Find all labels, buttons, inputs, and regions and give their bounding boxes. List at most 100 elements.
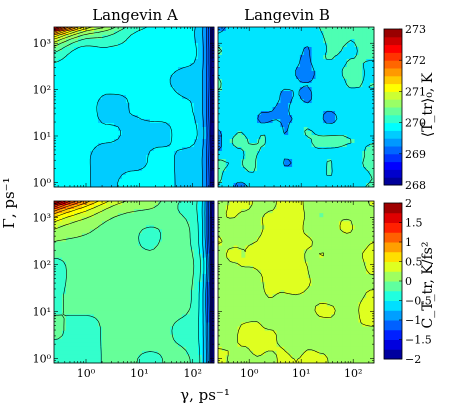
contour-cell	[82, 183, 87, 188]
contour-cell	[82, 257, 87, 263]
contour-cell	[253, 31, 258, 36]
contour-cell	[335, 43, 340, 48]
contour-cell	[202, 95, 207, 100]
contour-cell	[221, 147, 227, 152]
contour-cell	[218, 95, 223, 100]
contour-cell	[284, 55, 289, 60]
contour-cell	[82, 75, 87, 80]
contour-cell	[126, 286, 131, 291]
contour-cell	[210, 59, 215, 64]
contour-cell	[178, 338, 183, 344]
contour-cell	[229, 123, 234, 128]
contour-cell	[138, 103, 143, 108]
contour-cell	[154, 171, 159, 176]
contour-cell	[338, 55, 344, 60]
contour-cell	[206, 95, 211, 100]
contour-cell	[346, 159, 351, 164]
contour-cell	[78, 326, 83, 331]
contour-cell	[118, 229, 123, 234]
contour-cell	[190, 183, 195, 188]
contour-cell	[114, 354, 119, 360]
contour-cell	[210, 322, 215, 327]
contour-cell	[178, 183, 183, 188]
contour-cell	[110, 225, 115, 230]
contour-cell	[66, 205, 71, 210]
contour-cell	[190, 135, 195, 140]
contour-cell	[170, 221, 175, 226]
contour-cell	[264, 55, 270, 60]
contour-cell	[110, 290, 115, 295]
contour-cell	[118, 155, 123, 160]
contour-cell	[162, 229, 167, 234]
contour-cell	[194, 221, 199, 226]
contour-cell	[237, 99, 242, 104]
contour-cell	[150, 209, 155, 214]
contour-cell	[178, 71, 183, 76]
contour-cell	[146, 273, 151, 279]
contour-cell	[284, 167, 289, 172]
contour-cell	[54, 55, 59, 60]
contour-cell	[114, 63, 119, 68]
contour-cell	[70, 63, 75, 68]
contour-cell	[253, 79, 258, 84]
contour-cell	[257, 147, 262, 152]
contour-cell	[284, 171, 289, 176]
contour-cell	[311, 55, 316, 60]
contour-cell	[182, 265, 187, 271]
contour-cell	[78, 99, 83, 104]
contour-cell	[327, 47, 332, 52]
contour-cell	[342, 163, 348, 168]
contour-cell	[62, 298, 67, 303]
contour-cell	[90, 338, 95, 344]
contour-cell	[162, 338, 167, 344]
contour-cell	[264, 43, 270, 48]
contour-cell	[202, 253, 207, 259]
contour-cell	[130, 83, 135, 88]
contour-cell	[190, 179, 195, 184]
contour-cell	[134, 63, 139, 68]
contour-cell	[90, 205, 95, 210]
contour-cell	[299, 43, 305, 48]
contour-cell	[86, 213, 91, 218]
contour-cell	[296, 79, 301, 84]
contour-cell	[138, 286, 143, 291]
contour-cell	[146, 87, 151, 92]
contour-cell	[138, 318, 143, 323]
contour-cell	[70, 83, 75, 88]
contour-cell	[249, 103, 254, 108]
contour-cell	[194, 87, 199, 92]
contour-cell	[182, 179, 187, 184]
contour-cell	[237, 167, 242, 172]
contour-cell	[241, 67, 246, 72]
contour-cell	[118, 241, 123, 246]
contour-cell	[190, 286, 195, 291]
contour-cell	[166, 277, 171, 283]
contour-cell	[225, 237, 231, 242]
contour-cell	[90, 225, 95, 230]
contour-cell	[257, 83, 262, 88]
contour-cell	[335, 151, 340, 156]
contour-cell	[162, 225, 167, 230]
contour-cell	[170, 151, 175, 156]
contour-cell	[142, 83, 147, 88]
contour-cell	[70, 127, 75, 132]
contour-cell	[174, 79, 179, 84]
contour-cell	[335, 83, 340, 88]
contour-cell	[366, 43, 371, 48]
contour-cell	[202, 330, 207, 336]
contour-cell	[90, 139, 95, 144]
contour-cell	[170, 286, 175, 291]
contour-cell	[218, 229, 223, 234]
contour-cell	[134, 350, 139, 356]
contour-cell	[257, 123, 262, 128]
contour-cell	[138, 179, 143, 184]
contour-cell	[272, 143, 277, 148]
contour-cell	[70, 318, 75, 323]
contour-cell	[292, 111, 297, 116]
contour-cell	[122, 151, 127, 156]
contour-cell	[126, 249, 131, 255]
contour-cell	[98, 171, 103, 176]
contour-cell	[78, 330, 83, 336]
contour-cell	[362, 55, 367, 60]
contour-cell	[233, 27, 238, 32]
